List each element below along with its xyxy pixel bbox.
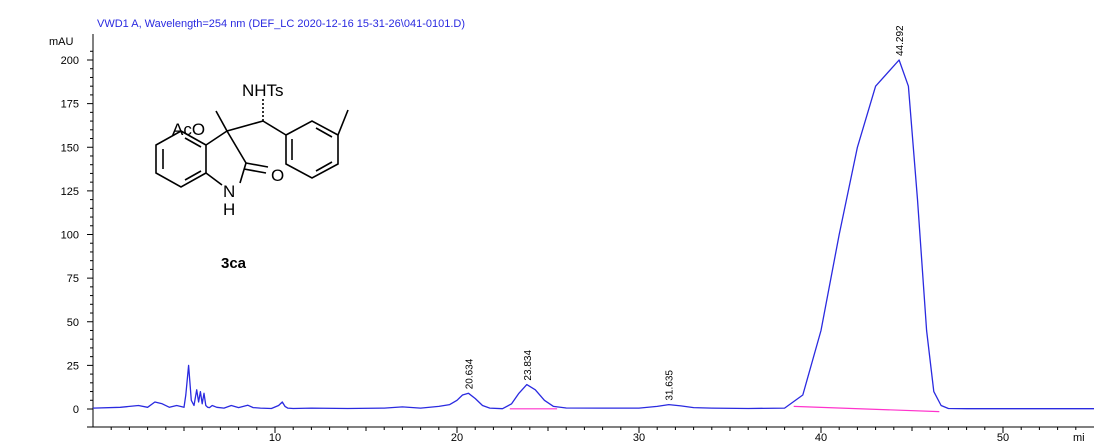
y-axis-label: mAU: [49, 36, 74, 48]
peak-label: 44.292: [895, 25, 906, 56]
double-bond: [315, 127, 333, 138]
y-tick-label: 150: [61, 142, 79, 154]
bond: [205, 172, 223, 186]
x-tick-label: 40: [815, 432, 827, 443]
carbonyl-bond: [245, 162, 269, 168]
hydrogen-label: H: [223, 200, 235, 219]
y-tick-label: 100: [61, 230, 79, 242]
baseline-segments: [509, 405, 940, 413]
oxygen-label: O: [271, 166, 284, 185]
double-bond: [184, 170, 202, 181]
nitrogen-label: N: [223, 182, 235, 201]
y-tick-label: 125: [61, 186, 79, 198]
y-tick-label: 25: [67, 360, 79, 372]
bond: [239, 162, 247, 184]
molecule-structure: [155, 99, 349, 188]
bond: [226, 130, 247, 164]
double-bond: [184, 137, 202, 148]
x-tick-label: 30: [633, 432, 645, 443]
x-axis-label: mi: [1073, 432, 1085, 443]
peak-label: 20.634: [465, 358, 476, 389]
nhts-label: NHTs: [242, 81, 284, 100]
x-tick-label: 50: [997, 432, 1009, 443]
acetoxy-label: AcO: [172, 120, 205, 139]
peak-label: 23.834: [523, 350, 534, 381]
x-tick-label: 10: [269, 432, 281, 443]
bond: [226, 120, 264, 132]
trace-line: [92, 59, 1094, 410]
y-tick-label: 0: [73, 404, 79, 416]
axes: 0 25 50 75 100 125 150 175 200 10 20 30 40 50: [61, 34, 1094, 443]
peak-labels: 20.634 23.834 31.635 44.292: [465, 25, 907, 401]
chart-title: VWD1 A, Wavelength=254 nm (DEF_LC 2020-1…: [97, 18, 465, 30]
chromatogram-trace: [92, 59, 1094, 410]
methyl-bond: [337, 109, 349, 136]
compound-label: 3ca: [221, 255, 247, 272]
benzene-ring-right: [285, 120, 339, 179]
y-tick-label: 50: [67, 317, 79, 329]
y-tick-label: 200: [61, 55, 79, 67]
baseline-segment: [793, 405, 940, 413]
bond: [262, 120, 287, 136]
bond: [205, 130, 228, 146]
y-tick-label: 175: [61, 99, 79, 111]
y-tick-label: 75: [67, 273, 79, 285]
peak-label: 31.635: [665, 370, 676, 401]
bond-to-oac: [215, 110, 228, 132]
double-bond: [315, 161, 333, 172]
x-tick-label: 20: [451, 432, 463, 443]
carbonyl-bond: [243, 168, 267, 174]
